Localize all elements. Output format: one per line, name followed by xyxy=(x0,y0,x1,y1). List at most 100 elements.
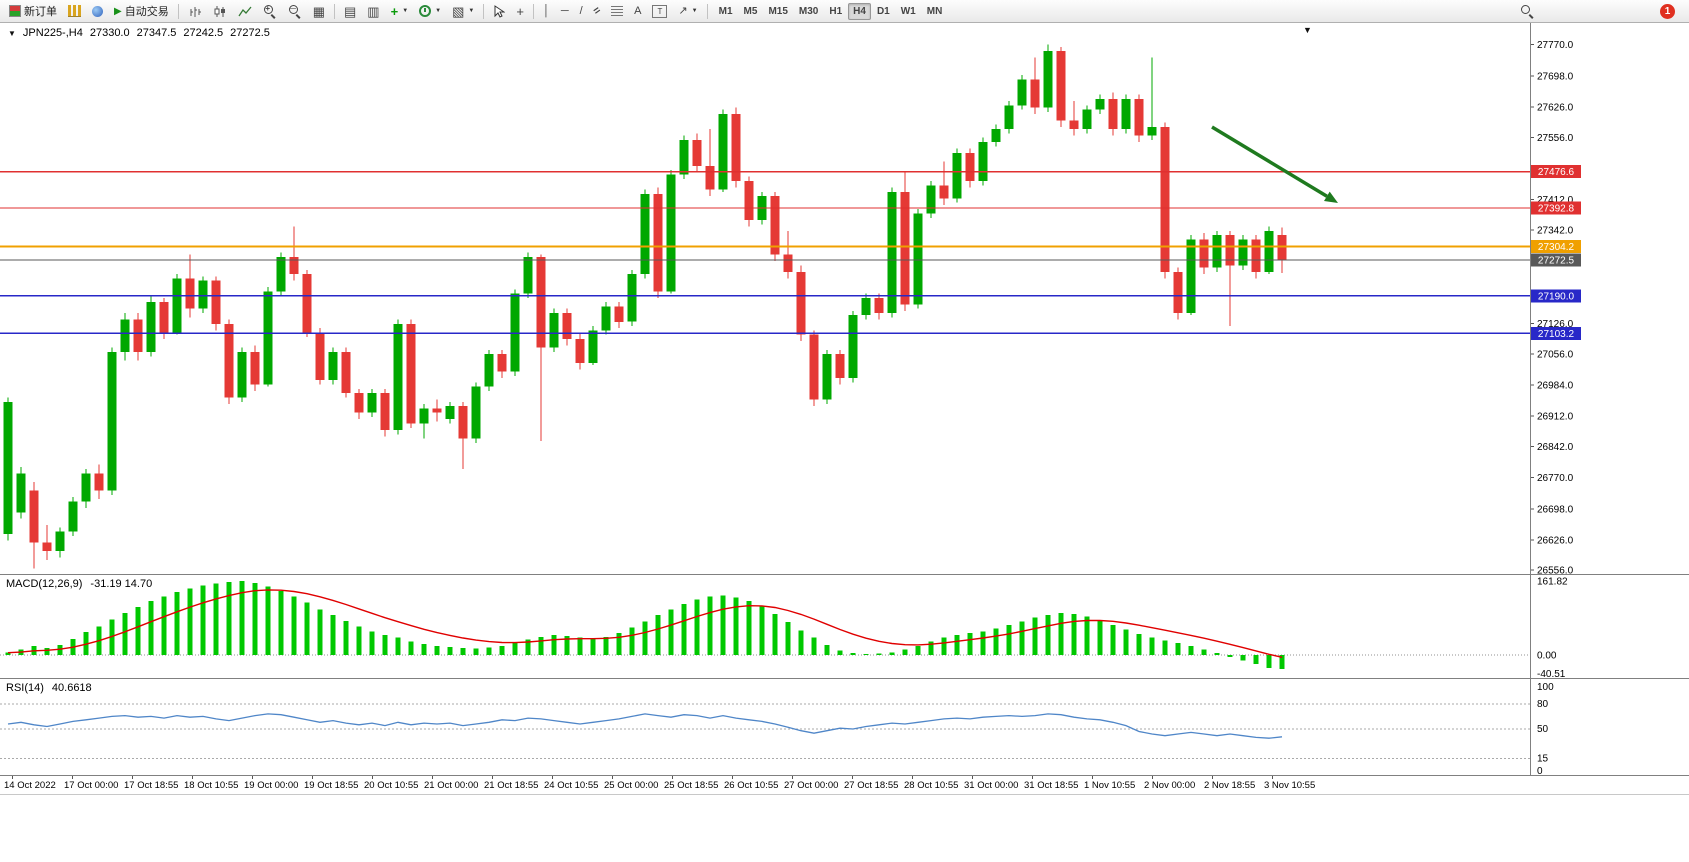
arrange-windows-button[interactable]: ▤ xyxy=(339,2,361,21)
collapse-triangle-icon[interactable]: ▼ xyxy=(8,28,16,38)
add-indicator-button[interactable]: + ▼ xyxy=(386,2,414,21)
text-tool-button[interactable]: A xyxy=(629,2,646,21)
rsi-panel[interactable]: 100 80 50 15 0 xyxy=(0,679,1689,775)
notification-badge[interactable]: 1 xyxy=(1660,3,1675,19)
macd-bar xyxy=(590,638,596,655)
macd-label: MACD(12,26,9) -31.19 14.70 xyxy=(6,578,152,590)
search-icon xyxy=(1520,4,1534,18)
price-line-tag-text: 27304.2 xyxy=(1538,242,1575,253)
crosshair-button[interactable]: + xyxy=(511,2,529,21)
price-chart[interactable]: 27770.0 27698.0 27626.0 27556.0 27412.0 27342… xyxy=(0,23,1689,575)
timeframe-M5[interactable]: M5 xyxy=(739,3,763,20)
bar-chart-button[interactable] xyxy=(183,2,207,21)
price-line-tag-text: 27392.8 xyxy=(1538,204,1575,215)
trend-arrow-annotation[interactable] xyxy=(1211,125,1328,198)
candle-body xyxy=(42,542,52,552)
candle-body xyxy=(1264,230,1274,272)
timeframe-W1[interactable]: W1 xyxy=(896,3,921,20)
horizontal-line-tool-button[interactable]: ─ xyxy=(556,2,574,21)
x-axis-label: 28 Oct 10:55 xyxy=(904,780,959,791)
macd-bar xyxy=(577,637,583,655)
price-line-tag xyxy=(1531,289,1581,303)
new-order-icon xyxy=(9,5,21,17)
x-axis-label: 21 Oct 18:55 xyxy=(484,780,539,791)
candle-body xyxy=(991,129,1001,143)
macd-bar xyxy=(226,582,232,655)
candle-body xyxy=(172,278,182,333)
candle-body xyxy=(354,393,364,413)
macd-bar xyxy=(1240,655,1246,661)
candlestick-chart-button[interactable] xyxy=(208,2,232,21)
candle-body xyxy=(744,181,754,220)
candle-body xyxy=(965,152,975,181)
macd-panel[interactable]: 161.82 0.00 -40.51 xyxy=(0,575,1689,679)
candle-body xyxy=(497,354,507,372)
candle-body xyxy=(523,256,533,294)
fibonacci-tool-button[interactable] xyxy=(606,2,628,21)
cursor-button[interactable] xyxy=(488,2,510,21)
macd-bar xyxy=(304,602,310,655)
timeframe-H1[interactable]: H1 xyxy=(824,3,847,20)
x-axis-label: 20 Oct 10:55 xyxy=(364,780,419,791)
timeframe-D1[interactable]: D1 xyxy=(872,3,895,20)
candle-body xyxy=(1134,98,1144,136)
new-order-button[interactable]: 新订单 xyxy=(4,2,62,21)
candle-body xyxy=(419,408,429,424)
time-axis[interactable]: 14 Oct 2022 17 Oct 00:00 17 Oct 18:55 18 Oc… xyxy=(0,775,1689,795)
close-value: 27272.5 xyxy=(230,27,270,39)
cascade-windows-button[interactable]: ▥ xyxy=(362,2,384,21)
macd-values: -31.19 14.70 xyxy=(90,578,153,590)
timeframe-M1[interactable]: M1 xyxy=(714,3,738,20)
line-chart-button[interactable] xyxy=(233,2,257,21)
profiles-button[interactable] xyxy=(87,2,108,21)
y-axis-label: 26984.0 xyxy=(1537,380,1574,391)
trendline-tool-button[interactable]: / xyxy=(575,2,588,21)
macd-bar xyxy=(720,595,726,655)
candle-body xyxy=(692,139,702,166)
timeframe-M30[interactable]: M30 xyxy=(794,3,823,20)
timeframe-H4[interactable]: H4 xyxy=(848,2,871,20)
macd-bar xyxy=(330,614,336,655)
zoom-in-button[interactable]: + xyxy=(258,2,282,21)
candle-body xyxy=(471,386,481,439)
candle-body xyxy=(705,165,715,190)
timeframe-M15[interactable]: M15 xyxy=(763,3,792,20)
macd-bar xyxy=(278,591,284,655)
new-chart-button[interactable] xyxy=(63,2,86,21)
macd-bar xyxy=(148,601,154,655)
price-line-tag-text: 27272.5 xyxy=(1538,256,1575,267)
macd-bar xyxy=(863,654,869,656)
candle-body xyxy=(640,194,650,275)
candle-body xyxy=(1225,235,1235,266)
candle-body xyxy=(809,334,819,400)
x-axis-label: 2 Nov 00:00 xyxy=(1144,780,1196,791)
chart-template-icon: ▧ xyxy=(452,3,465,19)
macd-bar xyxy=(629,627,635,655)
channel-tool-button[interactable]: = xyxy=(589,2,605,21)
x-axis-label: 3 Nov 10:55 xyxy=(1264,780,1316,791)
search-button[interactable] xyxy=(1515,2,1539,21)
x-axis-label: 1 Nov 10:55 xyxy=(1084,780,1136,791)
zoom-out-button[interactable]: ─ xyxy=(283,2,307,21)
candle-body xyxy=(926,185,936,214)
y-axis-label: 27698.0 xyxy=(1537,71,1574,82)
arrows-tool-button[interactable]: ↗ ▼ xyxy=(673,2,702,21)
auto-trading-button[interactable]: ▶ 自动交易 xyxy=(109,2,174,21)
candle-body xyxy=(68,501,78,532)
x-axis-label: 24 Oct 10:55 xyxy=(544,780,599,791)
candle-body xyxy=(1017,79,1027,106)
text-label-tool-button[interactable]: T xyxy=(647,2,672,21)
y-axis-label: 26912.0 xyxy=(1537,412,1574,423)
macd-bar xyxy=(694,599,700,655)
timeframe-MN[interactable]: MN xyxy=(922,3,948,20)
vertical-line-tool-button[interactable]: │ xyxy=(538,2,555,21)
candle-body xyxy=(185,278,195,309)
periods-button[interactable]: ▼ xyxy=(414,2,446,21)
macd-bar xyxy=(967,633,973,655)
macd-axis-label: 161.82 xyxy=(1537,577,1568,588)
tile-windows-button[interactable]: ▦ xyxy=(308,2,330,21)
main-toolbar: 新订单 ▶ 自动交易 + ─ ▦ ▤ ▥ + ▼ ▼ ▧ ▼ xyxy=(0,0,1689,23)
candle-body xyxy=(276,256,286,292)
crosshair-icon: + xyxy=(516,3,524,19)
templates-button[interactable]: ▧ ▼ xyxy=(447,2,479,21)
